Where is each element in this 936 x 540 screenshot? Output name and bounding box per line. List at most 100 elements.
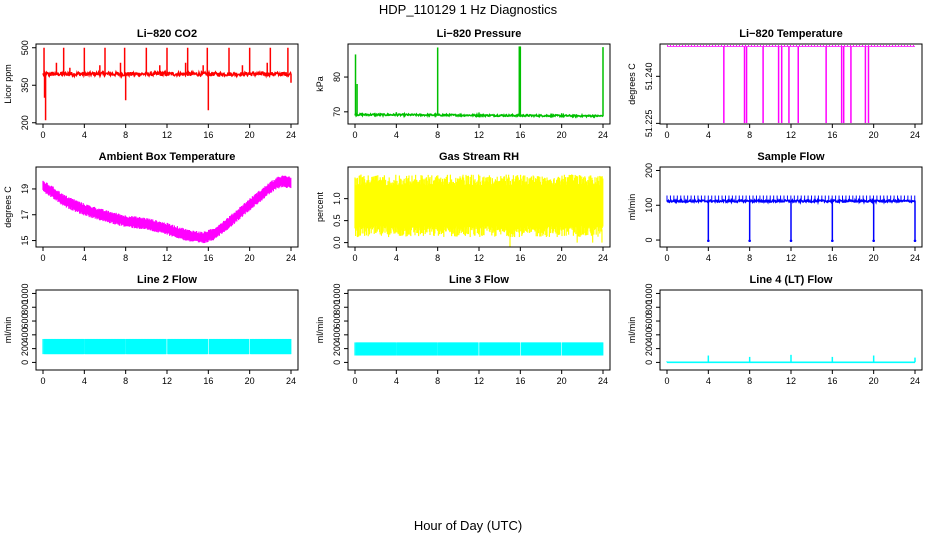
y-tick-label: 80 [332,72,342,82]
series-point [874,45,875,47]
series-point [790,45,791,47]
x-tick-label: 12 [786,130,796,140]
x-tick-label: 12 [162,253,172,263]
x-tick-label: 8 [747,376,752,386]
series-point [826,45,827,47]
y-tick-label: 350 [20,78,30,93]
y-tick-label: 600 [20,314,30,329]
series-point [697,45,698,47]
y-tick-label: 200 [20,115,30,130]
panel-title: Gas Stream RH [439,151,519,163]
series-line-3-flow [354,342,604,356]
x-tick-label: 8 [435,253,440,263]
y-tick-label: 1000 [644,283,654,303]
x-axis-label: Hour of Day (UTC) [413,518,523,533]
series-li-820-temperature [667,45,915,123]
y-tick-label: 200 [644,341,654,356]
series-point [724,45,725,47]
series-point [787,45,788,47]
series-point [757,45,758,47]
series-point [772,45,773,47]
series-point [745,45,746,47]
series-point [871,45,872,47]
series-point [844,45,845,47]
x-tick-label: 20 [869,376,879,386]
y-tick-label: 51.225 [644,110,654,138]
series-point [808,45,809,47]
plot-frame [35,289,299,371]
series-point [820,45,821,47]
series-point [703,45,704,47]
dip-point [789,239,793,243]
series-point [880,45,881,47]
series-point [706,45,707,47]
x-tick-label: 0 [664,376,669,386]
x-tick-label: 8 [123,130,128,140]
x-tick-label: 0 [352,253,357,263]
y-tick-label: 800 [644,300,654,315]
y-tick-label: 600 [332,314,342,329]
series-point [673,45,674,47]
x-tick-label: 16 [203,253,213,263]
panel-title: Ambient Box Temperature [99,151,236,163]
y-tick-label: 0 [644,238,654,243]
series-point [823,45,824,47]
y-axis-label: degrees C [3,186,13,228]
x-tick-label: 4 [706,376,711,386]
series-point [835,45,836,47]
series-point [862,45,863,47]
series-point [667,45,668,47]
series-point [847,45,848,47]
series-point [877,45,878,47]
series-point [748,45,749,47]
figure-title: HDP_110129 1 Hz Diagnostics [378,2,558,17]
series-point [829,45,830,47]
x-tick-label: 0 [40,253,45,263]
series-point [691,45,692,47]
x-tick-label: 24 [598,253,608,263]
series-point [883,45,884,47]
y-tick-label: 70 [332,107,342,117]
series-point [670,45,671,47]
x-tick-label: 0 [352,130,357,140]
x-tick-label: 12 [474,253,484,263]
y-axis-label: Licor ppm [3,64,13,104]
y-tick-label: 800 [20,300,30,315]
y-tick-label: 600 [644,314,654,329]
x-tick-label: 8 [747,253,752,263]
series-point [868,45,869,47]
panel-title: Sample Flow [757,151,825,163]
series-point [913,45,914,47]
y-tick-label: 500 [20,40,30,55]
x-tick-label: 0 [664,130,669,140]
y-tick-label: 200 [644,163,654,178]
series-point [802,45,803,47]
x-tick-label: 8 [435,130,440,140]
x-tick-label: 12 [162,376,172,386]
y-axis-label: degrees C [627,63,637,105]
series-point [778,45,779,47]
series-point [793,45,794,47]
series-point [736,45,737,47]
x-tick-label: 4 [394,253,399,263]
panel-gas-stream-rh: Gas Stream RH percent 0 4 8 12 16 20 24 0.0 0.5 1.0 [315,151,611,263]
panel-title: Line 2 Flow [137,274,197,286]
x-tick-label: 4 [394,376,399,386]
series-point [796,45,797,47]
x-tick-label: 20 [245,253,255,263]
y-axis-label: percent [315,191,325,222]
series-point [688,45,689,47]
x-tick-label: 24 [910,253,920,263]
x-tick-label: 20 [245,130,255,140]
y-tick-label: 1000 [20,283,30,303]
series-point [751,45,752,47]
series-li-820-co2 [42,47,292,121]
y-tick-label: 0.5 [332,214,342,227]
y-tick-label: 0 [20,360,30,365]
series-point [886,45,887,47]
series-point [784,45,785,47]
series-point [805,45,806,47]
x-tick-label: 4 [394,130,399,140]
series-point [853,45,854,47]
